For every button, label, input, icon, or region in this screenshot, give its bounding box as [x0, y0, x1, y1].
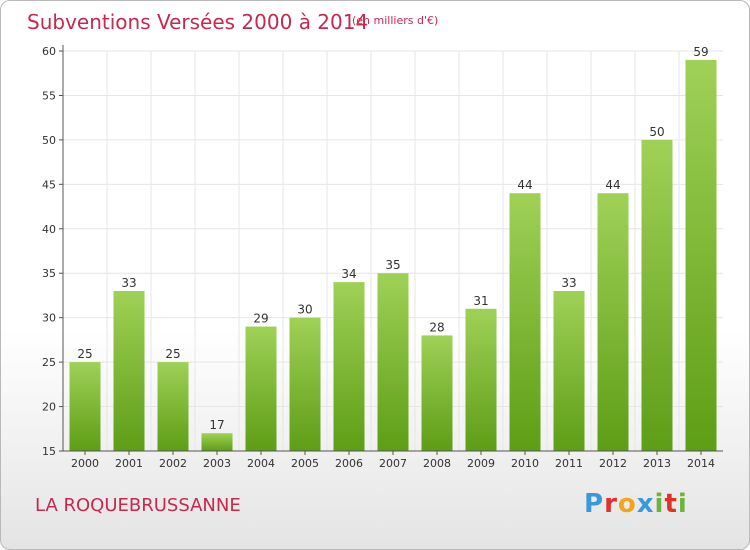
- y-tick-label: 15: [42, 445, 56, 458]
- y-tick-label: 35: [42, 267, 56, 280]
- y-tick-label: 60: [42, 45, 56, 58]
- bar-value-label: 44: [605, 178, 620, 192]
- bar-value-label: 35: [385, 258, 400, 272]
- x-tick-label: 2011: [555, 457, 583, 470]
- bar: [113, 291, 145, 451]
- x-tick-label: 2001: [115, 457, 143, 470]
- x-tick-label: 2014: [687, 457, 715, 470]
- bar: [421, 335, 453, 451]
- bar-value-label: 59: [693, 45, 708, 59]
- bar: [597, 193, 629, 451]
- x-tick-label: 2008: [423, 457, 451, 470]
- bar-value-label: 25: [165, 347, 180, 361]
- bar-value-label: 25: [77, 347, 92, 361]
- bar: [157, 362, 189, 451]
- bar: [641, 139, 673, 451]
- x-tick-label: 2012: [599, 457, 627, 470]
- y-tick-label: 25: [42, 356, 56, 369]
- y-tick-label: 20: [42, 401, 56, 414]
- x-tick-label: 2013: [643, 457, 671, 470]
- x-tick-label: 2002: [159, 457, 187, 470]
- chart-title: Subventions Versées 2000 à 2014: [27, 10, 369, 34]
- bar-value-label: 29: [253, 312, 268, 326]
- chart-subtitle: (en milliers d'€): [352, 14, 439, 27]
- bar-value-label: 33: [121, 276, 136, 290]
- x-tick-label: 2004: [247, 457, 275, 470]
- x-tick-label: 2005: [291, 457, 319, 470]
- bar: [289, 317, 321, 451]
- bars: [69, 59, 717, 452]
- x-tick-label: 2003: [203, 457, 231, 470]
- y-tick-label: 30: [42, 312, 56, 325]
- bar-value-label: 17: [209, 418, 224, 432]
- bar: [377, 273, 409, 451]
- x-tick-label: 2006: [335, 457, 363, 470]
- x-tick-label: 2010: [511, 457, 539, 470]
- bar: [509, 193, 541, 451]
- y-tick-label: 45: [42, 178, 56, 191]
- data-labels: 25 33 25 17 29 30 34 35 28 31 44 33 44 50 59: [77, 45, 708, 432]
- x-tick-label: 2009: [467, 457, 495, 470]
- bar-value-label: 33: [561, 276, 576, 290]
- x-tick-label: 2000: [71, 457, 99, 470]
- commune-name: LA ROQUEBRUSSANNE: [35, 495, 241, 516]
- bar: [245, 326, 277, 451]
- bar-value-label: 44: [517, 178, 532, 192]
- bar: [465, 308, 497, 451]
- x-tick-label: 2007: [379, 457, 407, 470]
- bar-value-label: 30: [297, 303, 312, 317]
- bar: [69, 362, 101, 451]
- bar-value-label: 50: [649, 125, 664, 139]
- bar: [333, 282, 365, 451]
- y-tick-label: 40: [42, 223, 56, 236]
- bar: [685, 59, 717, 452]
- bar: [201, 433, 233, 451]
- axes: 15 20 25 30 35 40 45 50 55 60 2000 2001 2002 2003 2004…: [42, 45, 723, 470]
- bar-value-label: 31: [473, 294, 488, 308]
- bar-value-label: 28: [429, 320, 444, 334]
- y-tick-label: 50: [42, 134, 56, 147]
- bar-value-label: 34: [341, 267, 356, 281]
- bar: [553, 291, 585, 451]
- brand-logo: Proxiti: [584, 489, 688, 519]
- y-tick-label: 55: [42, 89, 56, 102]
